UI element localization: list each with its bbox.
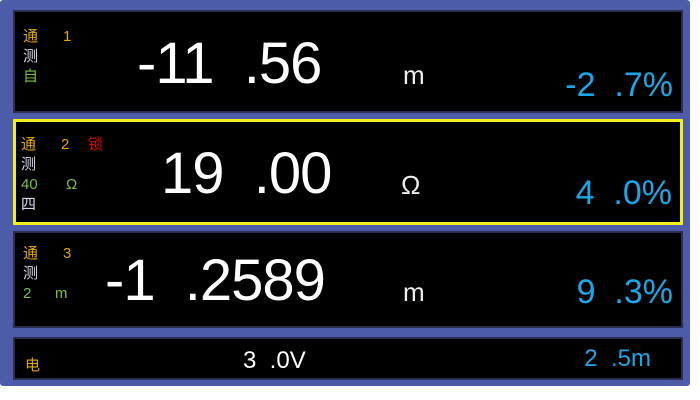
lock-indicator: 锁: [88, 136, 104, 153]
mode-label: 测: [23, 48, 39, 65]
current-value: 2 .5m: [584, 345, 651, 372]
wire-mode-label: 四: [21, 196, 37, 213]
range-unit: Ω: [66, 176, 78, 193]
range-label: 自: [23, 68, 39, 85]
channel-2-panel[interactable]: 通 2 锁 测 40 Ω 四 19 .00 Ω 4 .0%: [13, 119, 683, 225]
percent-value: 9 .3%: [576, 273, 673, 311]
reading-value: -1 .2589: [105, 248, 326, 313]
channel-3-panel[interactable]: 通 3 测 2 m -1 .2589 m 9 .3%: [13, 231, 683, 328]
channel-number: 3: [63, 245, 72, 262]
mode-label: 测: [21, 156, 37, 173]
reading-unit: m: [403, 60, 425, 90]
range-label: 40: [21, 176, 38, 193]
reading-unit: Ω: [401, 170, 421, 200]
percent-value: 4 .0%: [575, 174, 672, 212]
reading-value: 19 .00: [161, 141, 332, 206]
voltage-value: 3 .0V: [243, 347, 306, 374]
channel-1-panel[interactable]: 通 1 测 自 -11 .56 m -2 .7%: [13, 10, 683, 113]
reading-unit: m: [403, 277, 425, 307]
display-frame: 通 1 测 自 -11 .56 m -2 .7% 通 2 锁 测 40 Ω 四 …: [0, 0, 690, 386]
channel-label: 通: [21, 136, 37, 153]
power-label: 电: [25, 357, 41, 374]
range-label: 2: [23, 285, 32, 302]
percent-value: -2 .7%: [565, 66, 673, 104]
status-bar: 电 3 .0V 2 .5m: [13, 337, 683, 380]
channel-label: 通: [23, 245, 39, 262]
channel-number: 1: [63, 28, 72, 45]
reading-value: -11 .56: [137, 31, 322, 96]
mode-label: 测: [23, 265, 39, 282]
channel-label: 通: [23, 28, 39, 45]
range-unit: m: [55, 285, 68, 302]
channel-number: 2: [61, 136, 70, 153]
